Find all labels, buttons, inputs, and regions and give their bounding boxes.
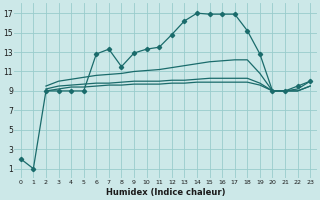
- X-axis label: Humidex (Indice chaleur): Humidex (Indice chaleur): [106, 188, 225, 197]
